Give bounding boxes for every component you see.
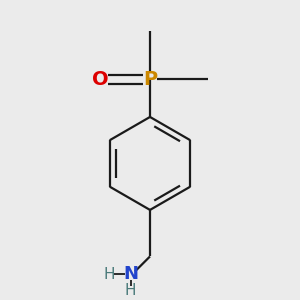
- Text: H: H: [104, 267, 115, 282]
- Text: P: P: [143, 70, 157, 89]
- Text: O: O: [92, 70, 109, 89]
- Text: N: N: [123, 266, 138, 284]
- Text: H: H: [125, 283, 136, 298]
